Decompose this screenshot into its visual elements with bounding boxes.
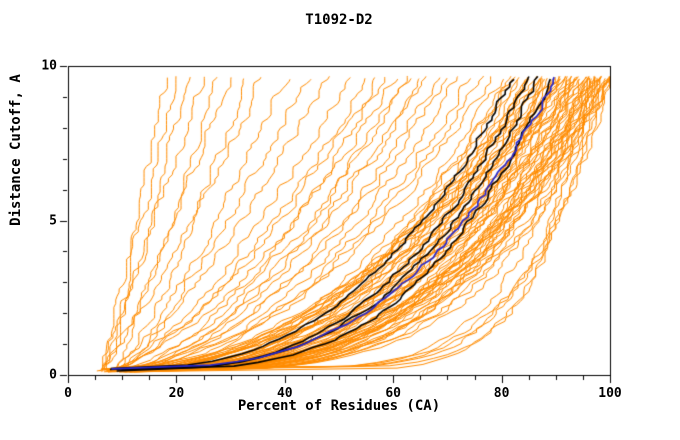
x-tick-label: 100	[598, 386, 622, 401]
y-axis-label: Distance Cutoff, A	[8, 74, 24, 226]
x-tick-label: 80	[493, 386, 510, 401]
y-tick-label: 0	[49, 367, 57, 383]
y-tick-label: 10	[41, 58, 57, 74]
chart-title: T1092-D2	[305, 12, 373, 28]
y-tick-label: 5	[49, 213, 57, 228]
x-tick-label: 60	[385, 386, 402, 401]
x-axis-label: Percent of Residues (CA)	[237, 398, 441, 414]
x-tick-label: 20	[168, 386, 185, 401]
x-tick-label: 0	[64, 386, 72, 401]
x-tick-label: 40	[276, 386, 293, 401]
